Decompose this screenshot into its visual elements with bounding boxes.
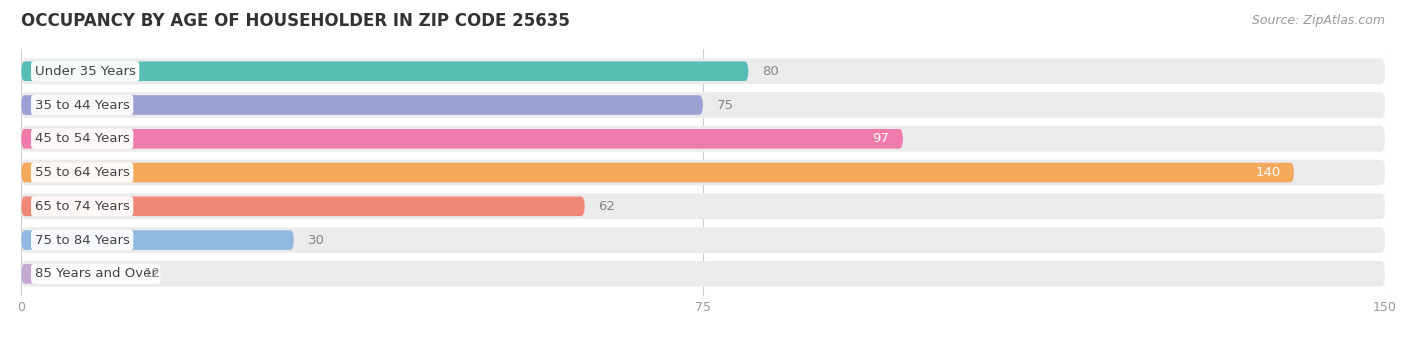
FancyBboxPatch shape (21, 126, 1385, 152)
Text: Under 35 Years: Under 35 Years (35, 65, 135, 78)
FancyBboxPatch shape (21, 230, 294, 250)
Text: 97: 97 (873, 132, 890, 145)
Text: 30: 30 (308, 234, 325, 246)
Text: 12: 12 (143, 267, 160, 280)
Text: 45 to 54 Years: 45 to 54 Years (35, 132, 129, 145)
FancyBboxPatch shape (21, 193, 1385, 219)
Text: 85 Years and Over: 85 Years and Over (35, 267, 156, 280)
FancyBboxPatch shape (21, 261, 1385, 287)
FancyBboxPatch shape (21, 227, 1385, 253)
FancyBboxPatch shape (21, 58, 1385, 84)
Text: 65 to 74 Years: 65 to 74 Years (35, 200, 129, 213)
Text: 35 to 44 Years: 35 to 44 Years (35, 99, 129, 112)
Text: 140: 140 (1256, 166, 1281, 179)
FancyBboxPatch shape (21, 92, 1385, 118)
FancyBboxPatch shape (21, 160, 1385, 185)
Text: 55 to 64 Years: 55 to 64 Years (35, 166, 129, 179)
Text: 75: 75 (717, 99, 734, 112)
FancyBboxPatch shape (21, 264, 131, 284)
FancyBboxPatch shape (21, 95, 703, 115)
Text: 62: 62 (599, 200, 616, 213)
FancyBboxPatch shape (21, 163, 1294, 182)
FancyBboxPatch shape (21, 62, 748, 81)
Text: 80: 80 (762, 65, 779, 78)
FancyBboxPatch shape (21, 197, 585, 216)
Text: OCCUPANCY BY AGE OF HOUSEHOLDER IN ZIP CODE 25635: OCCUPANCY BY AGE OF HOUSEHOLDER IN ZIP C… (21, 12, 569, 30)
FancyBboxPatch shape (21, 129, 903, 149)
Text: Source: ZipAtlas.com: Source: ZipAtlas.com (1251, 14, 1385, 27)
Text: 75 to 84 Years: 75 to 84 Years (35, 234, 129, 246)
